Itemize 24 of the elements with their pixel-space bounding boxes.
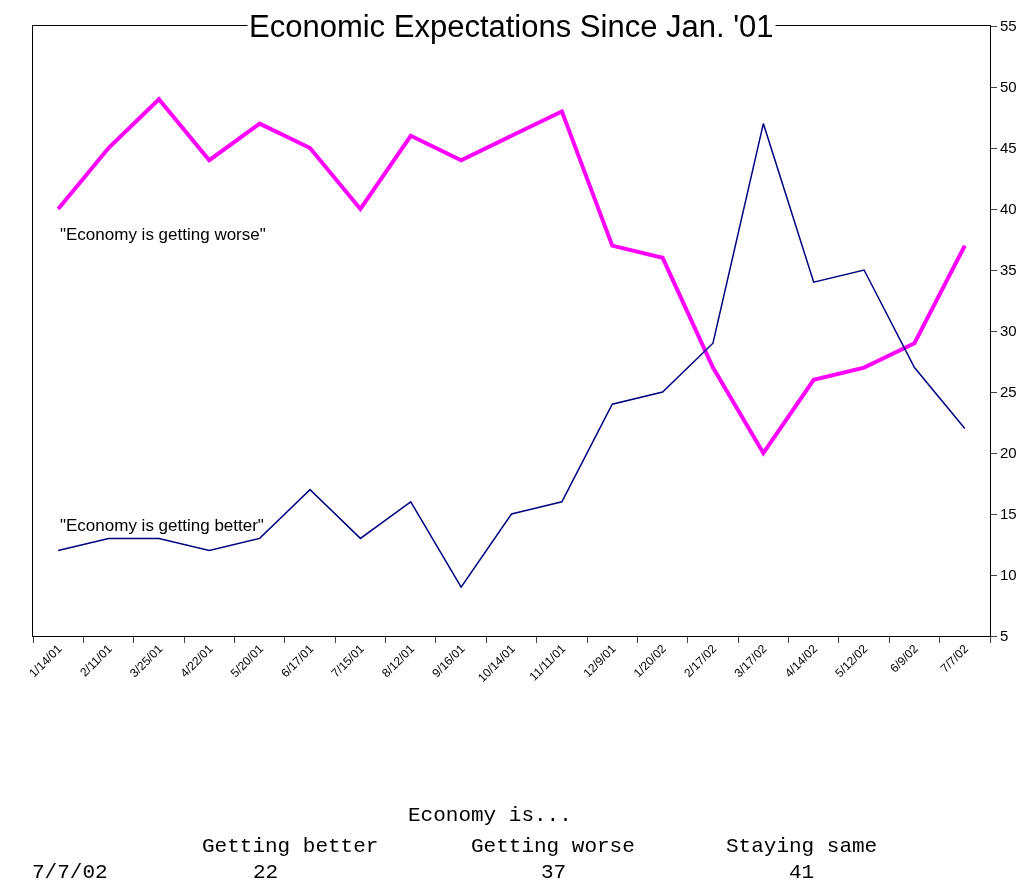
y-tick-label: 30 xyxy=(1000,322,1017,340)
series-label: "Economy is getting worse" xyxy=(60,225,266,244)
y-tick-label: 20 xyxy=(1000,444,1017,462)
y-tick-label: 35 xyxy=(1000,261,1017,279)
y-tick-label: 25 xyxy=(1000,383,1017,401)
text: Getting better xyxy=(202,835,379,858)
series-label: "Economy is getting better" xyxy=(60,516,264,535)
chart-title: Economic Expectations Since Jan. '01 xyxy=(249,9,774,44)
text: Staying same xyxy=(726,835,878,858)
text: Economy is... xyxy=(408,804,572,827)
y-tick-label: 45 xyxy=(1000,139,1017,157)
y-tick-label: 50 xyxy=(1000,78,1017,96)
y-tick-label: 55 xyxy=(1000,17,1017,35)
y-tick-label: 40 xyxy=(1000,200,1017,218)
y-tick-label: 5 xyxy=(1000,627,1009,645)
text: Getting worse xyxy=(471,835,635,858)
y-tick-label: 10 xyxy=(1000,566,1017,584)
y-tick-label: 15 xyxy=(1000,505,1017,523)
text: 41 xyxy=(789,861,815,884)
text: 7/7/02 xyxy=(32,861,108,884)
line-series xyxy=(57,122,966,588)
text: 22 xyxy=(253,861,279,884)
line-series xyxy=(56,97,967,455)
text: 37 xyxy=(541,861,567,884)
